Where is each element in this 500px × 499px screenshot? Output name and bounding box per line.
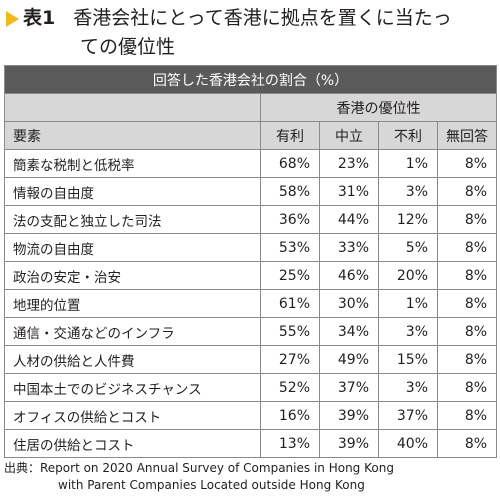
group-header: 香港の優位性 [259,93,498,122]
triangle-marker-icon [6,10,19,27]
value-cell: 23% [319,149,379,178]
value-cell: 61% [260,289,320,318]
value-cell: 8% [436,345,498,374]
figure-title: 表1 香港会社にとって香港に拠点を置くに当たっ ての優位性 [6,4,496,62]
table-caption: 回答した香港会社の割合（%） [3,65,498,94]
value-cell: 8% [436,429,498,458]
title-text-2: ての優位性 [80,36,176,58]
value-cell: 3% [378,317,438,346]
value-cell: 33% [319,233,379,262]
value-cell: 30% [319,289,379,318]
value-cell: 37% [319,373,379,402]
value-cell: 8% [436,373,498,402]
table-row: 住居の供給とコスト 13% 39% 40% 8% [4,429,498,458]
value-cell: 8% [436,317,498,346]
column-header: 中立 [319,121,379,150]
value-cell: 8% [436,233,498,262]
header-blank-cell [4,93,261,122]
value-cell: 39% [319,401,379,430]
title-text-1: 香港会社にとって香港に拠点を置くに当たっ [73,7,452,29]
value-cell: 49% [319,345,379,374]
value-cell: 20% [378,261,438,290]
value-cell: 8% [436,177,498,206]
value-cell: 1% [378,289,438,318]
value-cell: 31% [319,177,379,206]
value-cell: 12% [378,205,438,234]
value-cell: 37% [378,401,438,430]
value-cell: 3% [378,177,438,206]
value-cell: 52% [260,373,320,402]
value-cell: 27% [260,345,320,374]
title-line-2: ての優位性 [6,33,496,62]
table-row: 地理的位置 61% 30% 1% 8% [4,289,498,318]
table-row: 法の支配と独立した司法 36% 44% 12% 8% [4,205,498,234]
table-row: 簡素な税制と低税率 68% 23% 1% 8% [4,149,498,178]
table-row: 通信・交通などのインフラ 55% 34% 3% 8% [4,317,498,346]
value-cell: 39% [319,429,379,458]
value-cell: 58% [260,177,320,206]
value-cell: 55% [260,317,320,346]
column-header-row: 要素 有利 中立 不利 無回答 [4,121,498,150]
value-cell: 46% [319,261,379,290]
table-row: 政治の安定・治安 25% 46% 20% 8% [4,261,498,290]
table-row: 中国本土でのビジネスチャンス 52% 37% 3% 8% [4,373,498,402]
value-cell: 15% [378,345,438,374]
row-label: 通信・交通などのインフラ [4,317,261,346]
value-cell: 5% [378,233,438,262]
value-cell: 36% [260,205,320,234]
value-cell: 8% [436,261,498,290]
table-row: オフィスの供給とコスト 16% 39% 37% 8% [4,401,498,430]
row-label: オフィスの供給とコスト [4,401,261,430]
row-label: 政治の安定・治安 [4,261,261,290]
source-line-1: 出典：Report on 2020 Annual Survey of Compa… [4,461,394,475]
value-cell: 1% [378,149,438,178]
value-cell: 40% [378,429,438,458]
row-label: 法の支配と独立した司法 [4,205,261,234]
value-cell: 8% [436,149,498,178]
table-body: 簡素な税制と低税率 68% 23% 1% 8% 情報の自由度 58% 31% 3% 8% 法の支配と… [4,149,498,458]
value-cell: 16% [260,401,320,430]
row-label: 人材の供給と人件費 [4,345,261,374]
value-cell: 44% [319,205,379,234]
source-note: 出典：Report on 2020 Annual Survey of Compa… [4,460,498,494]
row-label: 簡素な税制と低税率 [4,149,261,178]
value-cell: 3% [378,373,438,402]
column-header: 要素 [4,121,261,150]
column-header: 不利 [378,121,438,150]
source-line-2: with Parent Companies Located outside Ho… [58,478,365,492]
value-cell: 8% [436,205,498,234]
value-cell: 53% [260,233,320,262]
advantages-table: 回答した香港会社の割合（%） 香港の優位性 要素 有利 中立 不利 無回答 簡素な税制と… [3,65,498,458]
row-label: 地理的位置 [4,289,261,318]
column-header: 有利 [260,121,320,150]
row-label: 物流の自由度 [4,233,261,262]
row-label: 情報の自由度 [4,177,261,206]
table-row: 情報の自由度 58% 31% 3% 8% [4,177,498,206]
column-header: 無回答 [436,121,498,150]
table-row: 人材の供給と人件費 27% 49% 15% 8% [4,345,498,374]
title-line-1: 表1 香港会社にとって香港に拠点を置くに当たっ [6,4,496,33]
table-row: 物流の自由度 53% 33% 5% 8% [4,233,498,262]
value-cell: 25% [260,261,320,290]
value-cell: 34% [319,317,379,346]
value-cell: 68% [260,149,320,178]
value-cell: 13% [260,429,320,458]
table-label: 表1 [23,7,56,29]
value-cell: 8% [436,401,498,430]
row-label: 中国本土でのビジネスチャンス [4,373,261,402]
row-label: 住居の供給とコスト [4,429,261,458]
value-cell: 8% [436,289,498,318]
